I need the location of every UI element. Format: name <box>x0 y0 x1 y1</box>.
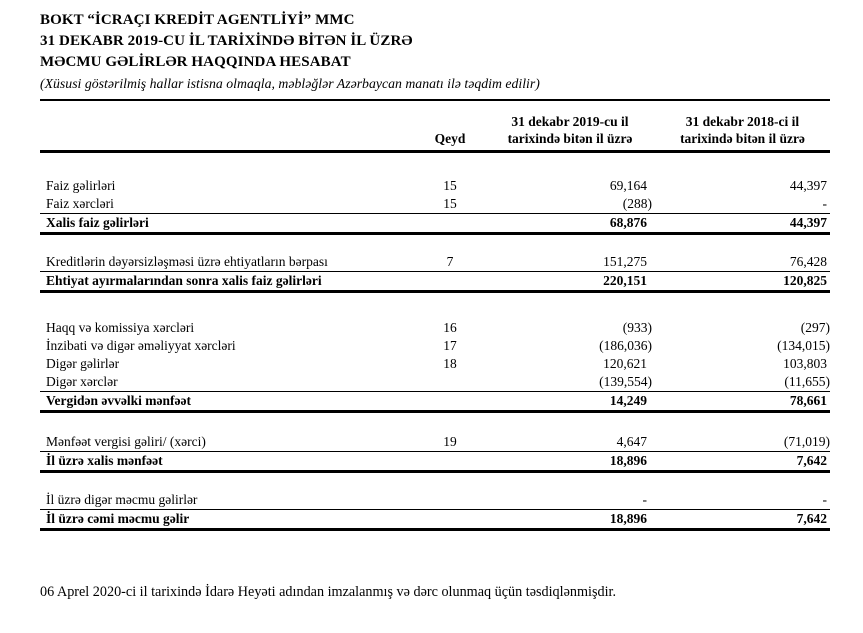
row-label: Vergidən əvvəlki mənfəət <box>40 391 415 413</box>
amount-2019-cell: 18,896 <box>485 451 655 473</box>
year-2019-column-header: 31 dekabr 2019-cu il tarixində bitən il … <box>485 113 655 153</box>
table-row: Digər xərclər (139,554) (11,655) <box>40 373 830 392</box>
table-row: Mənfəət vergisi gəliri/ (xərci) 19 4,647… <box>40 433 830 452</box>
subtotal-row: İl üzrə xalis mənfəət 18,896 7,642 <box>40 451 830 473</box>
header-row: Qeyd 31 dekabr 2019-cu il tarixində bitə… <box>40 113 830 153</box>
amount-2018-cell: - <box>655 195 830 214</box>
row-label: Digər gəlirlər <box>46 356 120 371</box>
note-cell <box>415 213 485 235</box>
spacer-row <box>40 152 830 178</box>
subtotal-row: Ehtiyat ayırmalarından sonra xalis faiz … <box>40 271 830 293</box>
note-cell: 15 <box>443 178 457 193</box>
statement-title: MƏCMU GƏLİRLƏR HAQQINDA HESABAT <box>40 54 351 70</box>
note-cell <box>415 509 485 531</box>
amount-2019-cell: 69,164 <box>609 178 647 193</box>
table-header: Qeyd 31 dekabr 2019-cu il tarixində bitə… <box>40 113 830 153</box>
amount-2018-cell: 120,825 <box>655 271 830 293</box>
amount-2019-cell: 220,151 <box>485 271 655 293</box>
company-name: BOKT “İCRAÇI KREDİT AGENTLİYİ” MMC <box>40 12 355 28</box>
row-label: İnzibati və digər əməliyyat xərcləri <box>46 338 236 353</box>
subtotal-row: Xalis faiz gəlirləri 68,876 44,397 <box>40 213 830 235</box>
table-row: İnzibati və digər əməliyyat xərcləri 17 … <box>40 337 830 355</box>
note-column-header: Qeyd <box>415 113 485 153</box>
amount-2018-cell: 78,661 <box>655 391 830 413</box>
amount-2019-cell: (186,036) <box>599 338 652 353</box>
amount-2019-cell: 151,275 <box>485 253 655 272</box>
income-statement-table: Qeyd 31 dekabr 2019-cu il tarixində bitə… <box>40 113 830 531</box>
amount-2018-cell: 76,428 <box>655 253 830 272</box>
note-cell <box>415 391 485 413</box>
note-cell <box>415 271 485 293</box>
year-2019-header-line1: 31 dekabr 2019-cu il <box>511 114 629 129</box>
table-row: Haqq və komissiya xərcləri 16 (933) (297… <box>40 319 830 337</box>
row-label: İl üzrə digər məcmu gəlirlər <box>40 491 415 510</box>
amount-2018-cell: 7,642 <box>655 509 830 531</box>
note-cell: 16 <box>443 320 457 335</box>
table-row: Digər gəlirlər 18 120,621 103,803 <box>40 355 830 373</box>
year-2019-header-line2: tarixində bitən il üzrə <box>507 131 633 146</box>
amount-2019-cell: (933) <box>622 320 652 335</box>
amount-2018-cell: - <box>655 491 830 510</box>
spacer-row <box>40 234 830 254</box>
approval-note: 06 Aprel 2020-ci il tarixində İdarə Heyə… <box>40 584 617 600</box>
row-label: Haqq və komissiya xərcləri <box>46 320 195 335</box>
row-label: Faiz xərcləri <box>40 195 415 214</box>
label-column-header <box>40 113 415 153</box>
table-row: İl üzrə digər məcmu gəlirlər - - <box>40 491 830 510</box>
row-label: İl üzrə cəmi məcmu gəlir <box>40 509 415 531</box>
note-cell: 17 <box>443 338 457 353</box>
table-row: Faiz xərcləri 15 (288) - <box>40 195 830 214</box>
currency-note: (Xüsusi göstərilmiş hallar istisna olmaq… <box>40 76 540 91</box>
amount-2018-cell: 44,397 <box>789 178 827 193</box>
subtotal-row: Vergidən əvvəlki mənfəət 14,249 78,661 <box>40 391 830 413</box>
amount-2019-cell: 18,896 <box>485 509 655 531</box>
grand-total-row: İl üzrə cəmi məcmu gəlir 18,896 7,642 <box>40 509 830 531</box>
row-label: Mənfəət vergisi gəliri/ (xərci) <box>40 433 415 452</box>
row-label: Ehtiyat ayırmalarından sonra xalis faiz … <box>40 271 415 293</box>
amount-2019-cell: (288) <box>485 195 655 214</box>
year-2018-header-line1: 31 dekabr 2018-ci il <box>685 114 800 129</box>
amount-2018-cell: 103,803 <box>783 356 827 371</box>
amount-2019-cell: - <box>485 491 655 510</box>
spacer-row <box>40 292 830 320</box>
note-cell: 18 <box>443 356 457 371</box>
spacer-row <box>40 472 830 492</box>
note-cell: 15 <box>415 195 485 214</box>
row-label: Digər xərclər <box>40 373 415 392</box>
amount-2019-cell: 120,621 <box>603 356 647 371</box>
amount-2019-cell: 68,876 <box>485 213 655 235</box>
amount-2018-cell: (297) <box>800 320 830 335</box>
note-cell: 7 <box>415 253 485 272</box>
row-label: Kreditlərin dəyərsizləşməsi üzrə ehtiyat… <box>40 253 415 272</box>
amount-2018-cell: (71,019) <box>655 433 830 452</box>
note-cell: 19 <box>415 433 485 452</box>
amount-2018-cell: (134,015) <box>777 338 830 353</box>
document-header: BOKT “İCRAÇI KREDİT AGENTLİYİ” MMC 31 DE… <box>40 10 830 101</box>
amount-2018-cell: (11,655) <box>655 373 830 392</box>
amount-2019-cell: 4,647 <box>485 433 655 452</box>
table-row: Faiz gəlirləri 15 69,164 44,397 <box>40 177 830 195</box>
amount-2019-cell: 14,249 <box>485 391 655 413</box>
year-2018-column-header: 31 dekabr 2018-ci il tarixində bitən il … <box>655 113 830 153</box>
row-label: İl üzrə xalis mənfəət <box>40 451 415 473</box>
amount-2018-cell: 44,397 <box>655 213 830 235</box>
amount-2018-cell: 7,642 <box>655 451 830 473</box>
note-cell <box>415 451 485 473</box>
year-2018-header-line2: tarixində bitən il üzrə <box>680 131 805 146</box>
note-cell <box>415 373 485 392</box>
row-label: Xalis faiz gəlirləri <box>40 213 415 235</box>
table-row: Kreditlərin dəyərsizləşməsi üzrə ehtiyat… <box>40 253 830 272</box>
note-cell <box>415 491 485 510</box>
period-title: 31 DEKABR 2019-CU İL TARİXİNDƏ BİTƏN İL … <box>40 33 413 49</box>
spacer-row <box>40 412 830 434</box>
row-label: Faiz gəlirləri <box>46 178 116 193</box>
amount-2019-cell: (139,554) <box>485 373 655 392</box>
